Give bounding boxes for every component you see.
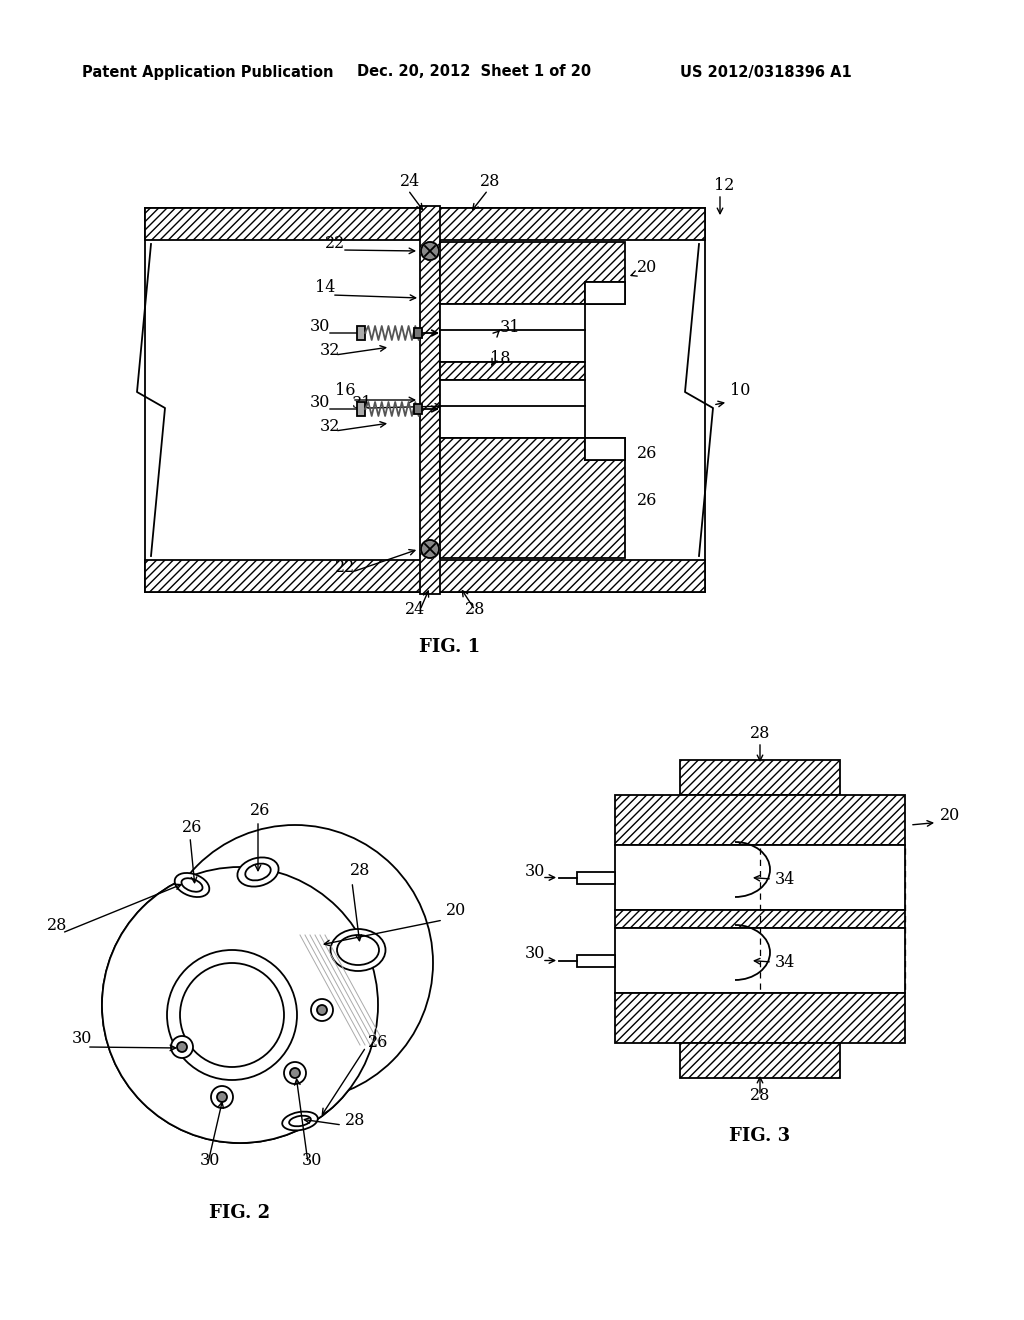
- Text: 16: 16: [335, 381, 355, 399]
- Bar: [615, 928, 905, 993]
- Circle shape: [317, 1005, 327, 1015]
- Bar: [577, 954, 615, 966]
- Text: 34: 34: [775, 954, 796, 972]
- Text: 28: 28: [47, 917, 68, 935]
- Text: 30: 30: [72, 1030, 92, 1047]
- Bar: [145, 209, 705, 240]
- Ellipse shape: [238, 858, 279, 887]
- Bar: [414, 404, 422, 414]
- Text: Patent Application Publication: Patent Application Publication: [82, 65, 334, 79]
- Ellipse shape: [337, 935, 379, 965]
- Text: 31: 31: [352, 395, 373, 412]
- Text: 20: 20: [637, 259, 657, 276]
- Text: 28: 28: [350, 862, 371, 879]
- Text: 18: 18: [490, 350, 511, 367]
- Bar: [145, 560, 705, 591]
- Circle shape: [102, 867, 378, 1143]
- Text: 31: 31: [500, 319, 520, 337]
- Text: 28: 28: [750, 1086, 770, 1104]
- Text: 28: 28: [750, 725, 770, 742]
- Circle shape: [180, 964, 284, 1067]
- Circle shape: [171, 1036, 193, 1059]
- Circle shape: [217, 1092, 227, 1102]
- Bar: [420, 206, 440, 594]
- Bar: [357, 326, 365, 341]
- Text: 20: 20: [446, 902, 466, 919]
- Ellipse shape: [157, 825, 433, 1101]
- Text: 14: 14: [315, 279, 336, 296]
- Text: 24: 24: [400, 173, 420, 190]
- Bar: [440, 304, 585, 362]
- Text: 26: 26: [637, 492, 657, 510]
- Text: 26: 26: [182, 818, 203, 836]
- Bar: [615, 795, 905, 845]
- Text: 22: 22: [335, 558, 355, 576]
- Bar: [440, 242, 625, 304]
- Ellipse shape: [283, 1111, 317, 1130]
- Ellipse shape: [289, 1115, 311, 1126]
- Circle shape: [290, 1068, 300, 1078]
- Text: Dec. 20, 2012  Sheet 1 of 20: Dec. 20, 2012 Sheet 1 of 20: [357, 65, 591, 79]
- Circle shape: [102, 867, 378, 1143]
- Ellipse shape: [181, 878, 203, 892]
- Bar: [680, 760, 840, 795]
- Bar: [440, 380, 585, 438]
- Circle shape: [284, 1063, 306, 1084]
- Bar: [615, 993, 905, 1043]
- Bar: [414, 327, 422, 338]
- Bar: [357, 403, 365, 416]
- Circle shape: [177, 1041, 187, 1052]
- Text: 28: 28: [480, 173, 501, 190]
- Ellipse shape: [246, 863, 270, 880]
- Ellipse shape: [331, 929, 385, 972]
- Text: 34: 34: [775, 871, 796, 888]
- Text: 26: 26: [368, 1034, 388, 1051]
- Text: 30: 30: [525, 945, 546, 962]
- Text: 30: 30: [310, 318, 331, 335]
- Bar: [145, 209, 705, 591]
- Bar: [585, 438, 625, 459]
- Text: 20: 20: [940, 807, 961, 824]
- Bar: [440, 362, 585, 380]
- Text: 30: 30: [200, 1152, 220, 1170]
- Text: 30: 30: [310, 393, 331, 411]
- Text: FIG. 2: FIG. 2: [210, 1204, 270, 1222]
- Text: FIG. 1: FIG. 1: [420, 638, 480, 656]
- Text: 28: 28: [465, 601, 485, 618]
- Text: 32: 32: [319, 418, 340, 436]
- Circle shape: [311, 999, 333, 1020]
- Bar: [680, 1043, 840, 1078]
- Text: US 2012/0318396 A1: US 2012/0318396 A1: [680, 65, 852, 79]
- Bar: [585, 282, 625, 304]
- Circle shape: [211, 1086, 233, 1107]
- Text: 30: 30: [525, 862, 546, 879]
- Text: 12: 12: [714, 177, 734, 194]
- Text: FIG. 3: FIG. 3: [729, 1127, 791, 1144]
- Text: 30: 30: [302, 1152, 323, 1170]
- Text: 26: 26: [250, 803, 270, 818]
- Bar: [615, 909, 905, 928]
- Text: 32: 32: [319, 342, 340, 359]
- Text: 28: 28: [345, 1111, 366, 1129]
- Circle shape: [421, 242, 439, 260]
- Circle shape: [167, 950, 297, 1080]
- Text: 22: 22: [325, 235, 345, 252]
- Text: 10: 10: [730, 381, 751, 399]
- Bar: [440, 438, 625, 558]
- Bar: [577, 871, 615, 883]
- Circle shape: [421, 540, 439, 558]
- Text: 24: 24: [406, 601, 425, 618]
- Bar: [615, 845, 905, 909]
- Ellipse shape: [175, 873, 209, 898]
- Text: 26: 26: [637, 445, 657, 462]
